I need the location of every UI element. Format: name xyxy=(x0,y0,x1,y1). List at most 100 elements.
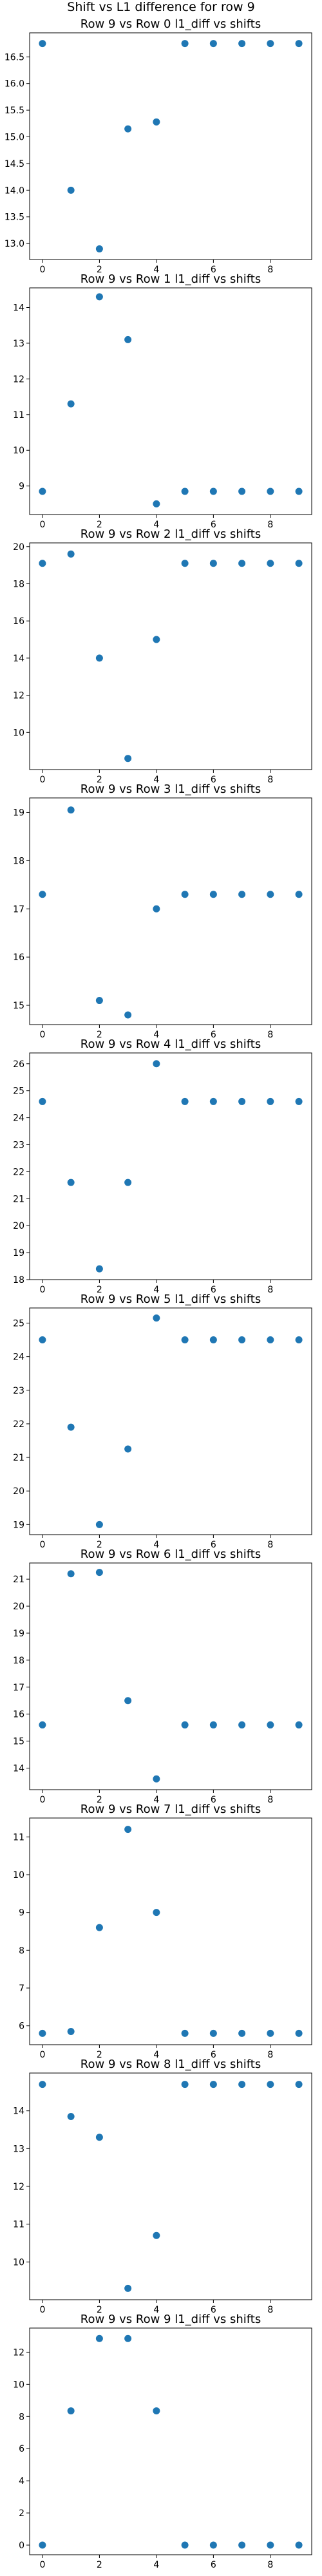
y-tick-label: 12 xyxy=(13,2182,24,2192)
x-tick-label: 2 xyxy=(97,1795,102,1805)
y-tick-label: 8 xyxy=(19,2412,24,2422)
data-point xyxy=(95,997,103,1005)
x-tick-label: 0 xyxy=(39,265,45,275)
data-point xyxy=(295,2541,303,2549)
x-tick-label: 4 xyxy=(153,775,159,785)
y-tick-label: 20 xyxy=(13,1486,24,1497)
data-point xyxy=(209,2029,217,2037)
x-tick-label: 4 xyxy=(153,2305,159,2315)
y-tick-label: 15 xyxy=(13,1737,24,1747)
data-point xyxy=(181,1721,189,1728)
subplot-title: Row 9 vs Row 8 l1_diff vs shifts xyxy=(80,2058,261,2071)
subplot-title: Row 9 vs Row 9 l1_diff vs shifts xyxy=(80,2313,261,2326)
data-point xyxy=(209,1336,217,1344)
data-point xyxy=(181,40,189,48)
y-tick-label: 10 xyxy=(13,2380,24,2390)
y-tick-label: 19 xyxy=(13,1520,24,1530)
x-tick-label: 0 xyxy=(39,1795,45,1805)
x-tick-label: 2 xyxy=(97,1540,102,1550)
subplot-title: Row 9 vs Row 6 l1_diff vs shifts xyxy=(80,1548,261,1561)
x-tick-label: 0 xyxy=(39,1285,45,1295)
data-point xyxy=(267,560,274,567)
data-point xyxy=(67,1570,75,1578)
y-tick-label: 21 xyxy=(13,1194,24,1204)
data-point xyxy=(95,654,103,662)
y-tick-label: 10 xyxy=(13,1870,24,1880)
x-tick-label: 6 xyxy=(211,2305,216,2315)
y-tick-label: 20 xyxy=(13,1602,24,1612)
data-point xyxy=(295,1336,303,1344)
y-tick-label: 16 xyxy=(13,1710,24,1720)
y-tick-label: 23 xyxy=(13,1140,24,1150)
data-point xyxy=(295,488,303,495)
y-tick-label: 25 xyxy=(13,1086,24,1097)
data-point xyxy=(209,1721,217,1728)
data-point xyxy=(181,2081,189,2088)
x-tick-label: 4 xyxy=(153,1540,159,1550)
axes-frame xyxy=(29,2072,312,2300)
data-point xyxy=(95,1569,103,1577)
data-point xyxy=(209,488,217,495)
y-tick-label: 0 xyxy=(19,2541,24,2551)
x-tick-label: 4 xyxy=(153,1795,159,1805)
data-point xyxy=(153,1775,160,1783)
data-point xyxy=(124,1826,132,1833)
data-point xyxy=(267,2029,274,2037)
data-point xyxy=(209,891,217,898)
y-tick-label: 14.0 xyxy=(5,185,24,196)
x-tick-label: 8 xyxy=(267,1285,273,1295)
y-tick-label: 18 xyxy=(13,1656,24,1666)
data-point xyxy=(153,1060,160,1068)
data-point xyxy=(181,560,189,567)
data-point xyxy=(95,2334,103,2342)
data-point xyxy=(238,560,246,567)
y-tick-label: 11 xyxy=(13,1832,24,1842)
y-tick-label: 26 xyxy=(13,1059,24,1070)
data-point xyxy=(153,905,160,913)
y-tick-label: 9 xyxy=(19,482,24,492)
data-point xyxy=(209,2081,217,2088)
data-point xyxy=(153,1314,160,1322)
axes-frame xyxy=(29,1817,312,2045)
data-point xyxy=(267,1336,274,1344)
y-tick-label: 18 xyxy=(13,856,24,866)
y-tick-label: 12 xyxy=(13,691,24,701)
data-point xyxy=(39,488,46,495)
data-point xyxy=(295,891,303,898)
subplot-8: Row 9 vs Row 8 l1_diff vs shifts 0 2 4 6 8 10 1… xyxy=(13,2058,312,2315)
y-tick-label: 21 xyxy=(13,1453,24,1463)
data-point xyxy=(67,550,75,558)
y-tick-label: 16.5 xyxy=(5,52,24,62)
data-point xyxy=(295,560,303,567)
data-point xyxy=(124,125,132,133)
data-point xyxy=(181,1097,189,1105)
x-tick-label: 8 xyxy=(267,2305,273,2315)
data-point xyxy=(295,2029,303,2037)
x-tick-label: 6 xyxy=(211,1030,216,1040)
y-tick-label: 13 xyxy=(13,2144,24,2154)
data-point xyxy=(95,1924,103,1931)
data-point xyxy=(124,2284,132,2292)
x-tick-label: 2 xyxy=(97,2560,102,2570)
subplot-2: Row 9 vs Row 2 l1_diff vs shifts 0 2 4 6 8 10 1… xyxy=(13,527,312,785)
y-tick-label: 18 xyxy=(13,579,24,589)
x-tick-label: 6 xyxy=(211,775,216,785)
data-point xyxy=(295,1721,303,1728)
data-point xyxy=(67,2027,75,2035)
y-tick-label: 15.5 xyxy=(5,106,24,116)
subplot-title: Row 9 vs Row 1 l1_diff vs shifts xyxy=(80,272,261,286)
subplot-title: Row 9 vs Row 0 l1_diff vs shifts xyxy=(80,17,261,31)
y-tick-label: 16.0 xyxy=(5,79,24,90)
data-point xyxy=(95,1265,103,1273)
data-point xyxy=(181,891,189,898)
data-point xyxy=(209,1097,217,1105)
data-point xyxy=(267,488,274,495)
y-tick-label: 2 xyxy=(19,2508,24,2519)
x-tick-label: 6 xyxy=(211,1540,216,1550)
data-point xyxy=(39,1336,46,1344)
y-tick-label: 14 xyxy=(13,303,24,313)
data-point xyxy=(124,2334,132,2342)
y-tick-label: 14 xyxy=(13,654,24,664)
y-tick-label: 14 xyxy=(13,2107,24,2117)
